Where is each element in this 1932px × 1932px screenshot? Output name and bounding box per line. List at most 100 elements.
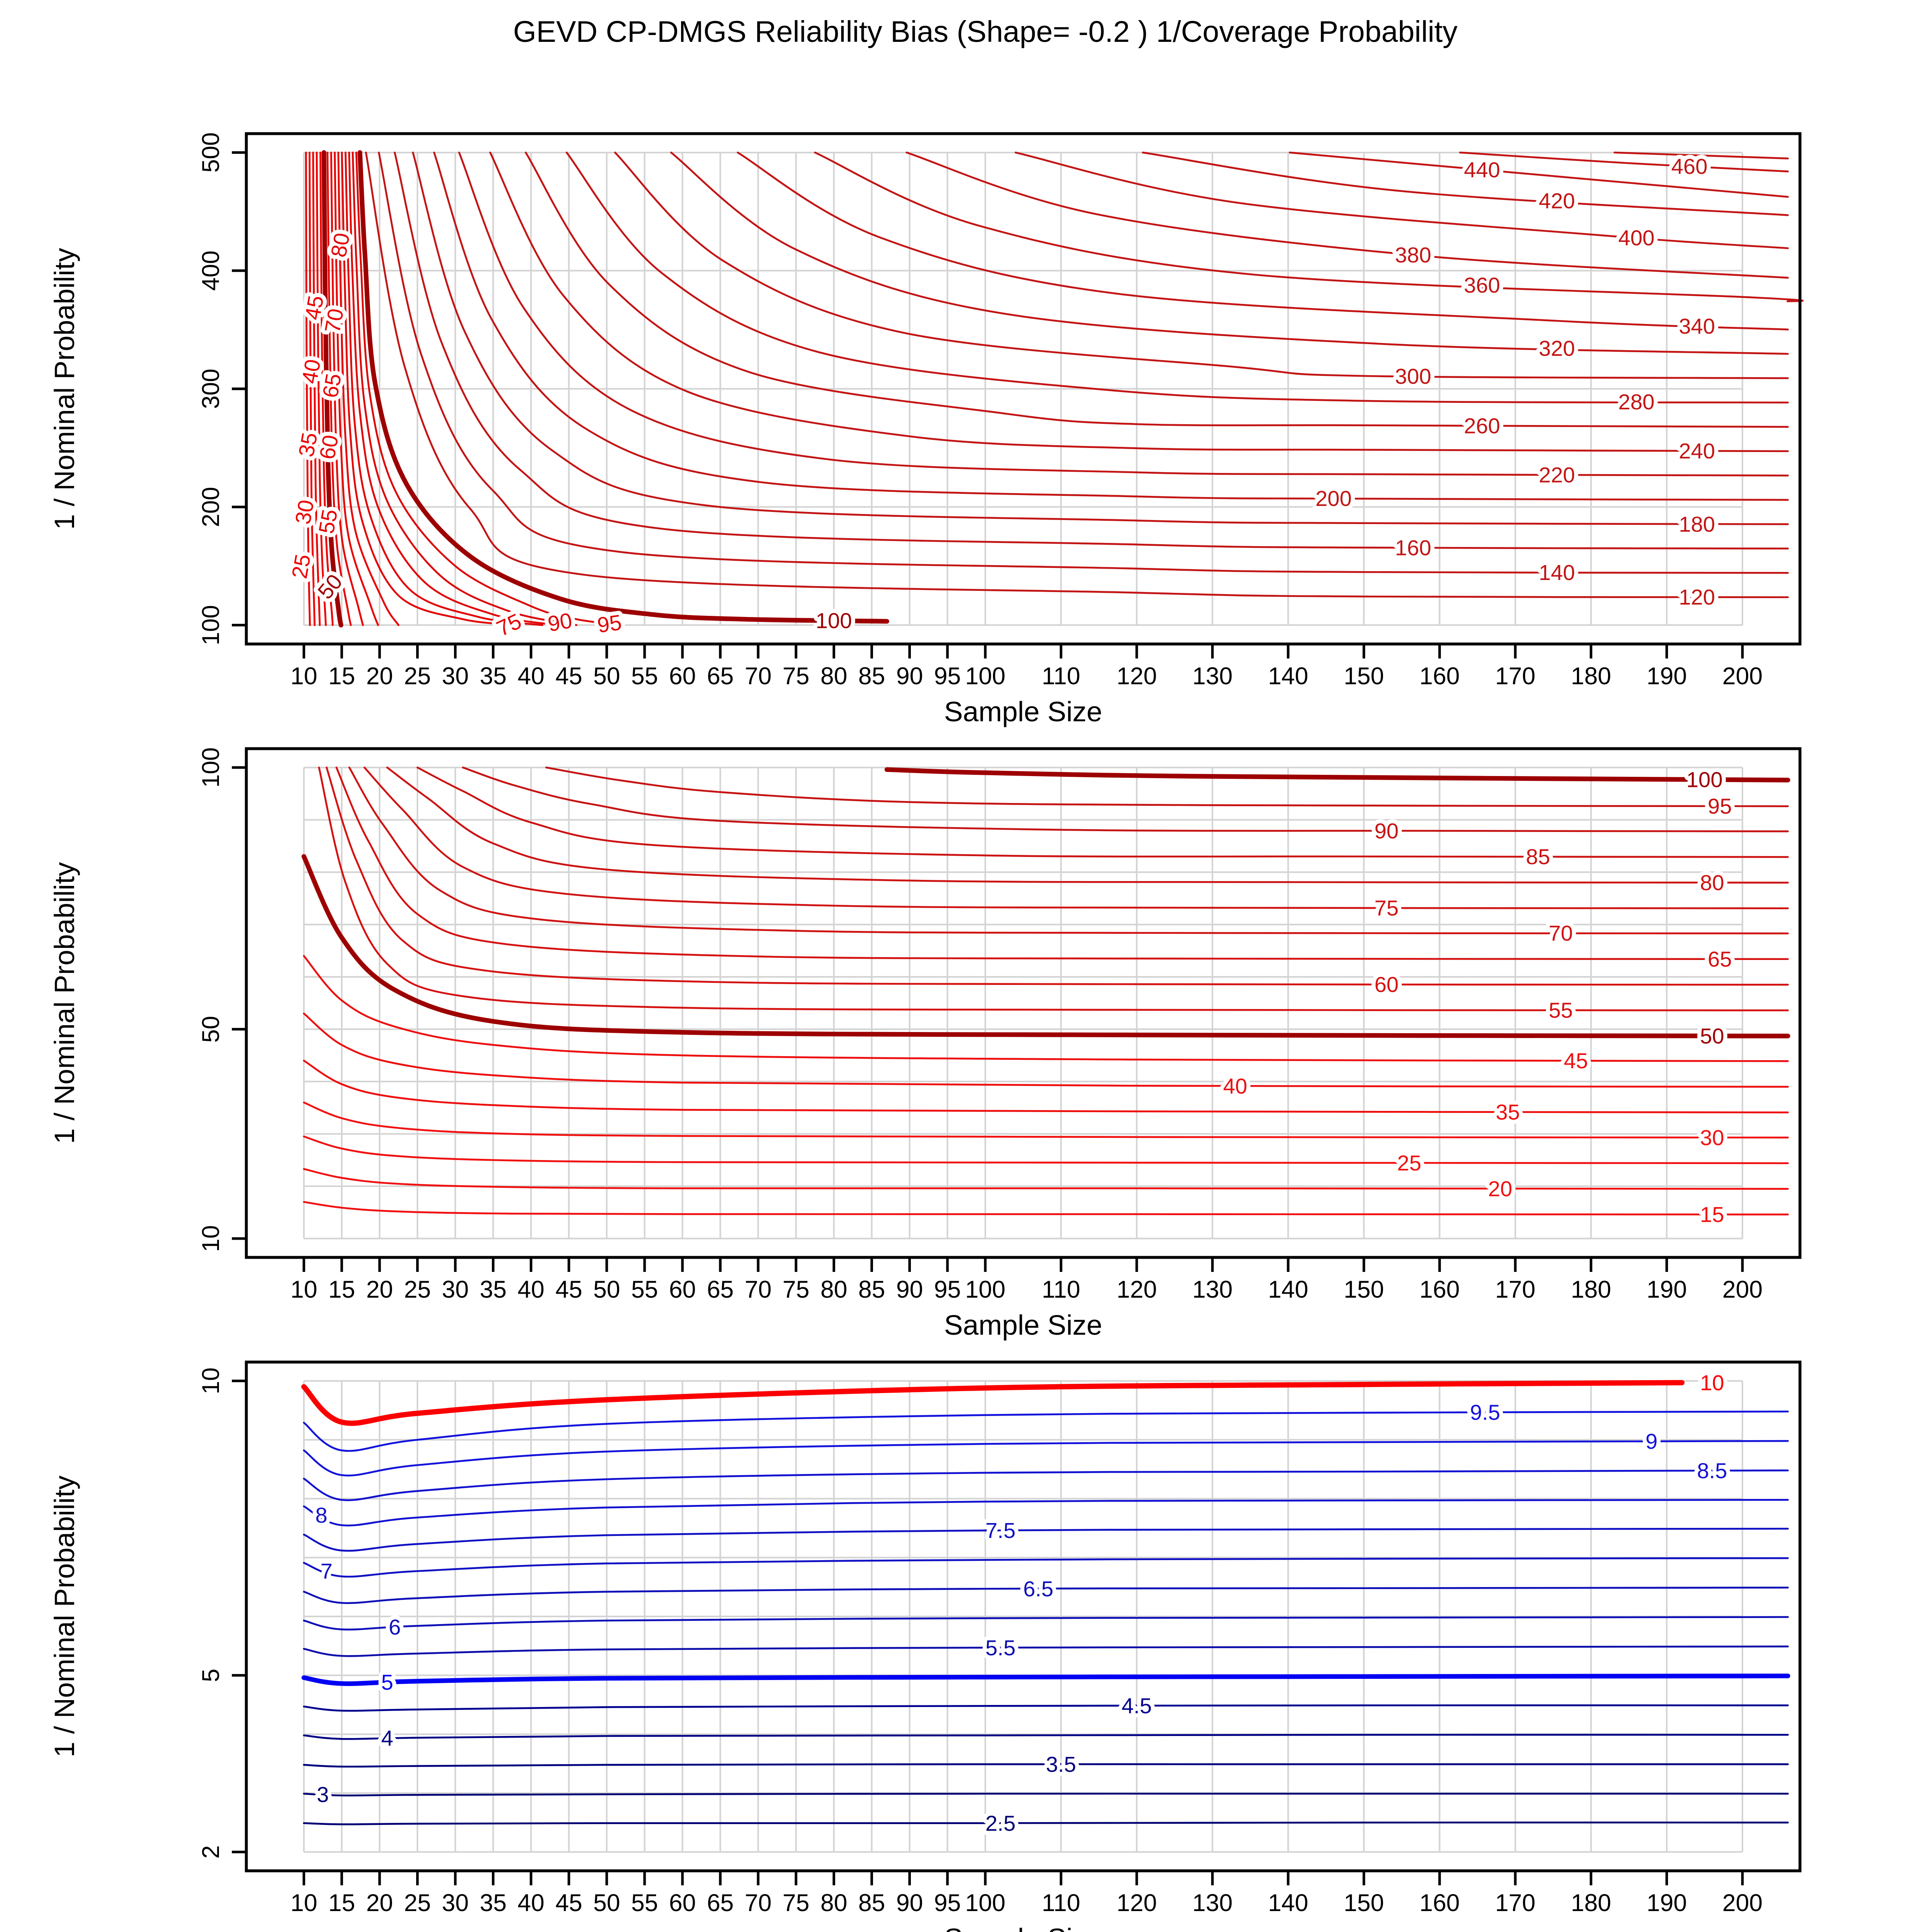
contour-line-400 (1014, 151, 1789, 250)
contour-label: 460 (1671, 155, 1707, 179)
contour-line-240 (489, 151, 1789, 452)
y-tick-label: 10 (197, 1225, 224, 1252)
contour-line-90 (351, 151, 578, 626)
x-tick-label: 95 (934, 663, 961, 689)
contour-line-40 (316, 151, 327, 626)
x-tick-label: 35 (480, 663, 507, 689)
x-tick-label: 60 (669, 1889, 696, 1916)
contour-label: 80 (326, 231, 355, 259)
x-tick-label: 90 (896, 663, 923, 689)
y-tick-label: 400 (197, 250, 224, 291)
contour-label: 5 (381, 1670, 393, 1695)
x-tick-label: 20 (366, 1276, 393, 1303)
contour-line-220 (458, 151, 1789, 477)
y-tick-label: 5 (197, 1669, 224, 1682)
y-tick-label: 200 (197, 487, 224, 527)
x-tick-label: 25 (404, 1276, 431, 1303)
y-tick-label: 50 (197, 1016, 224, 1043)
x-tick-label: 140 (1268, 1276, 1308, 1303)
contour-label: 70 (320, 307, 349, 335)
x-tick-label: 180 (1571, 663, 1611, 689)
contour-label: 240 (1679, 439, 1715, 463)
x-tick-label: 90 (896, 1889, 923, 1916)
y-tick-label: 500 (197, 132, 224, 173)
contour-line-60 (326, 766, 1789, 986)
y-axis: 10 50 100 (197, 747, 246, 1252)
contour-label: 95 (596, 610, 623, 638)
contour-label: 180 (1679, 512, 1715, 537)
contour-label: 100 (1686, 768, 1723, 792)
contour-label: 30 (291, 498, 319, 526)
x-axis-title: Sample Size (944, 1309, 1102, 1341)
grid (303, 1380, 1744, 1853)
contour-label: 3 (317, 1783, 329, 1807)
panel-3: 10 9.5 9 8.5 8 7.5 7 6.5 6 5.5 5 4.5 4 3.5 3 2.5 10 15 20 2… (49, 1360, 1802, 1932)
contour-lines (305, 150, 1804, 627)
contour-label: 15 (1700, 1203, 1724, 1227)
contour-label: 35 (1496, 1100, 1520, 1125)
x-tick-label: 45 (555, 663, 582, 689)
x-tick-label: 70 (745, 1889, 772, 1916)
x-tick-label: 95 (934, 1889, 961, 1916)
contour-label: 85 (1526, 845, 1550, 869)
x-tick-label: 120 (1117, 1889, 1157, 1916)
x-tick-label: 55 (631, 1276, 658, 1303)
contour-line-25 (305, 151, 311, 626)
contour-line-90 (462, 766, 1789, 832)
x-tick-label: 50 (593, 1889, 620, 1916)
x-tick-label: 10 (291, 1276, 318, 1303)
contour-labels: 15 20 25 30 35 40 45 50 55 60 65 70 75 80 85 90 95 100 (1219, 764, 1736, 1231)
x-tick-label: 150 (1344, 1889, 1384, 1916)
contour-line-35 (303, 1059, 1789, 1114)
contour-label: 8 (315, 1503, 327, 1527)
contour-line-7.5 (303, 1527, 1789, 1552)
contour-line-4.5 (303, 1704, 1789, 1712)
x-tick-label: 100 (965, 1889, 1005, 1916)
contour-line-320 (670, 151, 1789, 355)
contour-label: 280 (1618, 390, 1655, 414)
x-tick-label: 20 (366, 663, 393, 689)
x-tick-label: 200 (1722, 1889, 1763, 1916)
x-tick-label: 85 (858, 1276, 885, 1303)
x-tick-label: 15 (328, 1276, 355, 1303)
x-tick-label: 30 (442, 1889, 469, 1916)
y-tick-label: 100 (197, 605, 224, 645)
x-tick-label: 10 (291, 663, 318, 689)
x-tick-label: 180 (1571, 1889, 1611, 1916)
contour-label: 100 (816, 609, 852, 633)
contour-line-10 (301, 1380, 1685, 1426)
contour-label: 320 (1539, 336, 1575, 361)
x-tick-label: 95 (934, 1276, 961, 1303)
contour-line-30 (303, 1101, 1789, 1139)
contour-label: 220 (1539, 463, 1575, 487)
y-axis-title: 1 / Nominal Probability (49, 1476, 80, 1757)
contour-line-70 (348, 766, 1789, 935)
y-axis: 100 200 300 400 500 (197, 132, 246, 645)
contour-line-65 (334, 151, 379, 626)
contour-label: 160 (1395, 536, 1431, 560)
contour-line-15 (303, 1201, 1789, 1216)
y-tick-label: 300 (197, 369, 224, 409)
x-tick-label: 60 (669, 1276, 696, 1303)
contour-line-60 (330, 151, 364, 626)
contour-line-9 (303, 1440, 1789, 1477)
contour-label: 8.5 (1697, 1459, 1727, 1483)
y-tick-label: 2 (197, 1845, 224, 1859)
x-tick-label: 130 (1192, 1276, 1232, 1303)
x-tick-label: 110 (1042, 1889, 1080, 1916)
contour-line-85 (416, 766, 1789, 858)
x-tick-label: 35 (480, 1276, 507, 1303)
x-tick-label: 80 (820, 1889, 847, 1916)
contour-line-95 (355, 151, 623, 626)
contour-line-40 (303, 1012, 1789, 1088)
plot-box (245, 747, 1802, 1259)
x-tick-label: 75 (782, 663, 809, 689)
x-tick-label: 190 (1647, 1889, 1687, 1916)
y-tick-label: 10 (197, 1367, 224, 1394)
contour-label: 9.5 (1470, 1401, 1500, 1425)
x-tick-label: 160 (1420, 663, 1460, 689)
x-tick-label: 15 (328, 663, 355, 689)
contour-line-200 (433, 151, 1789, 501)
